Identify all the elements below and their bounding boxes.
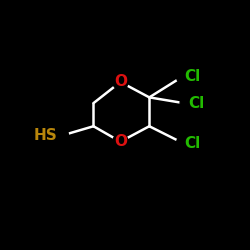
- Text: Cl: Cl: [184, 136, 200, 151]
- Circle shape: [113, 74, 128, 90]
- Circle shape: [180, 96, 196, 111]
- Text: O: O: [114, 134, 127, 149]
- Text: Cl: Cl: [184, 69, 200, 84]
- Text: Cl: Cl: [188, 96, 204, 111]
- Circle shape: [45, 124, 68, 148]
- Circle shape: [176, 68, 192, 84]
- Text: HS: HS: [33, 128, 57, 144]
- Circle shape: [176, 136, 192, 151]
- Circle shape: [113, 134, 128, 149]
- Text: O: O: [114, 74, 127, 90]
